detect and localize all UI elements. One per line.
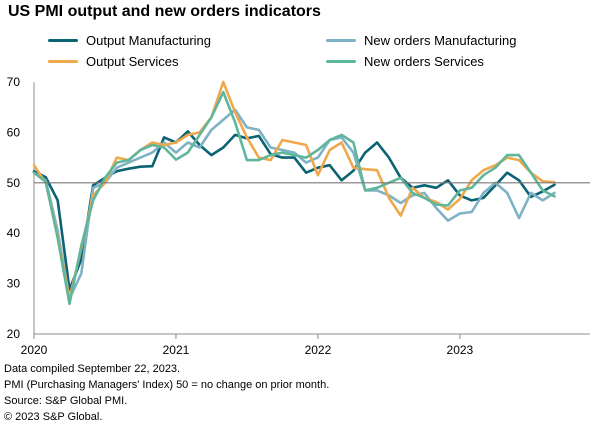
y-tick-label: 40 — [7, 226, 21, 240]
y-tick-label: 30 — [7, 277, 21, 291]
legend-label: New orders Services — [364, 54, 484, 69]
x-tick-label: 2020 — [21, 343, 48, 357]
y-tick-label: 50 — [7, 176, 21, 190]
y-tick-label: 20 — [7, 327, 21, 341]
legend-item-new-orders-services: New orders Services — [326, 54, 484, 69]
series-line-new-orders-services — [32, 90, 556, 306]
legend-item-output-manufacturing: Output Manufacturing — [48, 33, 211, 48]
chart-notes: Data compiled September 22, 2023. PMI (P… — [4, 361, 329, 425]
legend-swatch-new-orders-services — [326, 60, 356, 63]
legend-swatch-output-manufacturing — [48, 39, 78, 42]
x-tick-label: 2022 — [305, 343, 332, 357]
legend-label: Output Services — [86, 54, 179, 69]
x-tick-label: 2023 — [447, 343, 474, 357]
series-line-new-orders-manufacturing — [32, 108, 556, 301]
chart-title: US PMI output and new orders indicators — [8, 3, 321, 20]
legend-item-new-orders-manufacturing: New orders Manufacturing — [326, 33, 516, 48]
legend-swatch-output-services — [48, 60, 78, 63]
series-line-output-services — [32, 80, 556, 301]
legend-item-output-services: Output Services — [48, 54, 179, 69]
y-tick-label: 70 — [7, 75, 21, 89]
legend-label: Output Manufacturing — [86, 33, 212, 48]
note-pmi-definition: PMI (Purchasing Managers' Index) 50 = no… — [4, 379, 330, 391]
series-line-output-manufacturing — [32, 130, 556, 291]
x-tick-label: 2021 — [163, 343, 190, 357]
y-tick-label: 60 — [7, 125, 21, 139]
legend-swatch-new-orders-manufacturing — [326, 39, 356, 42]
note-source: Source: S&P Global PMI. — [4, 395, 128, 407]
legend-label: New orders Manufacturing — [364, 33, 517, 48]
note-copyright: © 2023 S&P Global. — [4, 411, 103, 423]
note-data-compiled: Data compiled September 22, 2023. — [4, 363, 181, 375]
